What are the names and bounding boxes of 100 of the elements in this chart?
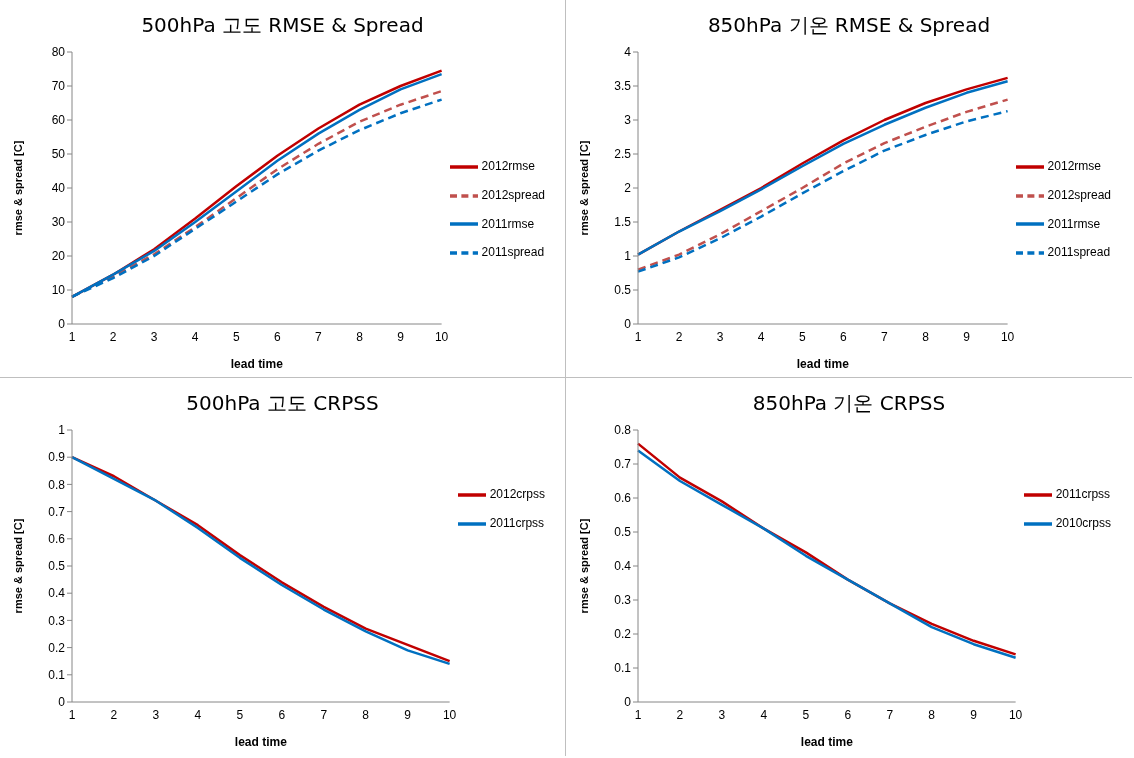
legend-label: 2011spread bbox=[1047, 245, 1111, 260]
y-tick-label: 0.6 bbox=[48, 532, 66, 547]
y-tick-label: 0 bbox=[58, 317, 66, 332]
y-tick-label: 1 bbox=[624, 249, 632, 264]
legend-label: 2011crpss bbox=[489, 515, 545, 530]
y-tick-label: 20 bbox=[51, 249, 66, 264]
x-tick-label: 1 bbox=[68, 329, 76, 344]
x-tick-label: 7 bbox=[315, 329, 323, 344]
x-tick-label: 10 bbox=[1008, 707, 1023, 722]
y-tick-label: 3 bbox=[624, 113, 632, 128]
x-tick-label: 6 bbox=[844, 707, 852, 722]
y-tick-label: 80 bbox=[51, 45, 66, 60]
x-tick-label: 2 bbox=[110, 707, 118, 722]
y-tick-label: 70 bbox=[51, 79, 66, 94]
legend-label: 2011crpss bbox=[1055, 487, 1111, 501]
x-tick-label: 2 bbox=[109, 329, 117, 344]
legend-label: 2010crpss bbox=[1055, 515, 1111, 530]
x-tick-label: 7 bbox=[886, 707, 894, 722]
y-tick-label: 0.2 bbox=[48, 640, 66, 655]
y-tick-label: 0.1 bbox=[48, 668, 66, 683]
x-tick-label: 3 bbox=[718, 707, 726, 722]
y-tick-label: 0.5 bbox=[48, 559, 66, 574]
legend-label: 2011spread bbox=[481, 245, 545, 260]
y-axis-title: rmse & spread [C] bbox=[577, 140, 590, 236]
legend-label: 2011rmse bbox=[481, 216, 535, 231]
legend-label: 2012rmse bbox=[481, 158, 535, 173]
y-tick-label: 40 bbox=[51, 181, 66, 196]
legend-label: 2012spread bbox=[1047, 187, 1111, 202]
x-tick-label: 5 bbox=[798, 329, 806, 344]
y-tick-label: 0.8 bbox=[48, 477, 66, 492]
x-tick-label: 3 bbox=[150, 329, 158, 344]
x-tick-label: 5 bbox=[802, 707, 810, 722]
y-tick-label: 0.5 bbox=[614, 525, 632, 540]
x-tick-label: 3 bbox=[716, 329, 724, 344]
x-tick-label: 2 bbox=[676, 707, 684, 722]
x-tick-label: 6 bbox=[273, 329, 281, 344]
x-tick-label: 9 bbox=[397, 329, 405, 344]
x-tick-label: 7 bbox=[320, 707, 328, 722]
y-tick-label: 1 bbox=[58, 423, 66, 438]
x-tick-label: 8 bbox=[356, 329, 364, 344]
x-tick-label: 4 bbox=[757, 329, 765, 344]
legend-label: 2012rmse bbox=[1047, 158, 1101, 173]
x-tick-label: 8 bbox=[362, 707, 370, 722]
y-tick-label: 0.3 bbox=[48, 613, 66, 628]
x-tick-label: 10 bbox=[1000, 329, 1015, 344]
y-axis-title: rmse & spread [C] bbox=[577, 518, 590, 614]
y-tick-label: 0.7 bbox=[48, 504, 66, 519]
x-axis-title: lead time bbox=[234, 735, 288, 749]
x-tick-label: 1 bbox=[634, 707, 642, 722]
y-tick-label: 10 bbox=[51, 283, 66, 298]
x-tick-label: 8 bbox=[922, 329, 930, 344]
x-tick-label: 9 bbox=[963, 329, 971, 344]
x-tick-label: 2 bbox=[675, 329, 683, 344]
x-tick-label: 6 bbox=[278, 707, 286, 722]
y-tick-label: 30 bbox=[51, 215, 66, 230]
x-tick-label: 9 bbox=[404, 707, 412, 722]
chart-title: 500hPa 고도 CRPSS bbox=[185, 390, 380, 417]
y-tick-label: 0.8 bbox=[614, 423, 632, 438]
x-tick-label: 1 bbox=[634, 329, 642, 344]
x-tick-label: 4 bbox=[194, 707, 202, 722]
y-tick-label: 0.5 bbox=[614, 283, 632, 298]
y-tick-label: 3.5 bbox=[614, 79, 632, 94]
y-tick-label: 50 bbox=[51, 147, 66, 162]
y-tick-label: 4 bbox=[624, 45, 632, 60]
y-tick-label: 1.5 bbox=[614, 215, 632, 230]
x-tick-label: 4 bbox=[191, 329, 199, 344]
y-tick-label: 60 bbox=[51, 113, 66, 128]
chart-title: 850hPa 기온 RMSE & Spread bbox=[706, 12, 992, 39]
y-tick-label: 0.9 bbox=[48, 450, 66, 465]
x-tick-label: 10 bbox=[434, 329, 449, 344]
x-tick-label: 8 bbox=[928, 707, 936, 722]
y-tick-label: 0 bbox=[58, 695, 66, 710]
x-axis-title: lead time bbox=[800, 735, 854, 749]
legend-label: 2012crpss bbox=[489, 487, 545, 501]
x-tick-label: 4 bbox=[760, 707, 768, 722]
y-tick-label: 2 bbox=[624, 181, 632, 196]
y-axis-title: rmse & spread [C] bbox=[11, 140, 24, 236]
y-tick-label: 2.5 bbox=[614, 147, 632, 162]
chart-title: 850hPa 기온 CRPSS bbox=[751, 390, 947, 417]
x-tick-label: 5 bbox=[236, 707, 244, 722]
legend-label: 2012spread bbox=[481, 187, 545, 202]
x-axis-title: lead time bbox=[796, 357, 850, 371]
y-tick-label: 0.4 bbox=[614, 559, 632, 574]
x-tick-label: 5 bbox=[232, 329, 240, 344]
y-tick-label: 0.2 bbox=[614, 627, 632, 642]
x-axis-title: lead time bbox=[230, 357, 284, 371]
x-tick-label: 3 bbox=[152, 707, 160, 722]
legend-label: 2011rmse bbox=[1047, 216, 1101, 231]
y-tick-label: 0 bbox=[624, 317, 632, 332]
x-tick-label: 6 bbox=[839, 329, 847, 344]
y-tick-label: 0.7 bbox=[614, 457, 632, 472]
y-axis-title: rmse & spread [C] bbox=[11, 518, 24, 614]
y-tick-label: 0.4 bbox=[48, 586, 66, 601]
y-tick-label: 0 bbox=[624, 695, 632, 710]
y-tick-label: 0.6 bbox=[614, 491, 632, 506]
chart-title: 500hPa 고도 RMSE & Spread bbox=[140, 12, 425, 39]
y-tick-label: 0.1 bbox=[614, 661, 632, 676]
x-tick-label: 10 bbox=[442, 707, 457, 722]
x-tick-label: 1 bbox=[68, 707, 76, 722]
y-tick-label: 0.3 bbox=[614, 593, 632, 608]
